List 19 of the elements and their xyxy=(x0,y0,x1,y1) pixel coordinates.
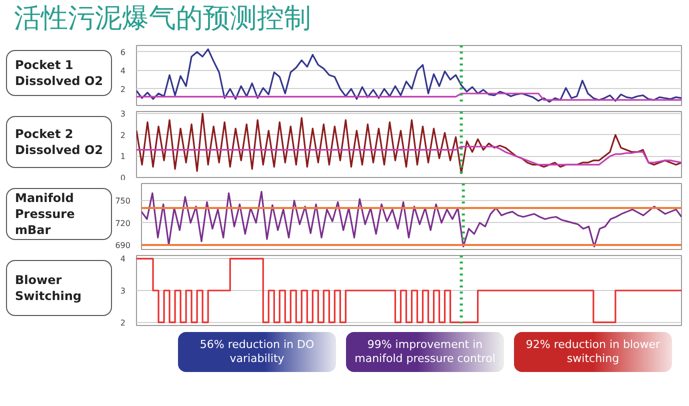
y-tick-label: 6 xyxy=(120,48,126,57)
y-tick-label: 750 xyxy=(115,196,131,206)
y-axis-title: Pocket 1 Dissolved O2 xyxy=(15,56,103,90)
y-tick-label: 4 xyxy=(120,66,126,76)
y-tick-label: 720 xyxy=(115,218,131,228)
y-tick-label: 4 xyxy=(120,254,126,264)
chart-title: 活性污泥爆气的预测控制 xyxy=(14,2,311,36)
text: 92% reduction in blower switching xyxy=(514,332,672,372)
y-tick-label: 2 xyxy=(120,130,126,140)
y-tick-label: 2 xyxy=(120,84,126,94)
y-tick-label: 2 xyxy=(120,318,126,328)
y-axis-title: Pocket 2 Dissolved O2 xyxy=(15,126,103,158)
y-axis-title: Blower Switching xyxy=(15,272,82,304)
y-tick-label: 1 xyxy=(120,152,126,162)
y-tick-label: 3 xyxy=(120,286,126,296)
y-axis-title: Manifold Pressure mBar xyxy=(15,190,76,238)
y-tick-label: 690 xyxy=(115,241,131,250)
text: 56% reduction in DO variability xyxy=(178,332,336,372)
y-tick-label: 3 xyxy=(120,110,126,119)
